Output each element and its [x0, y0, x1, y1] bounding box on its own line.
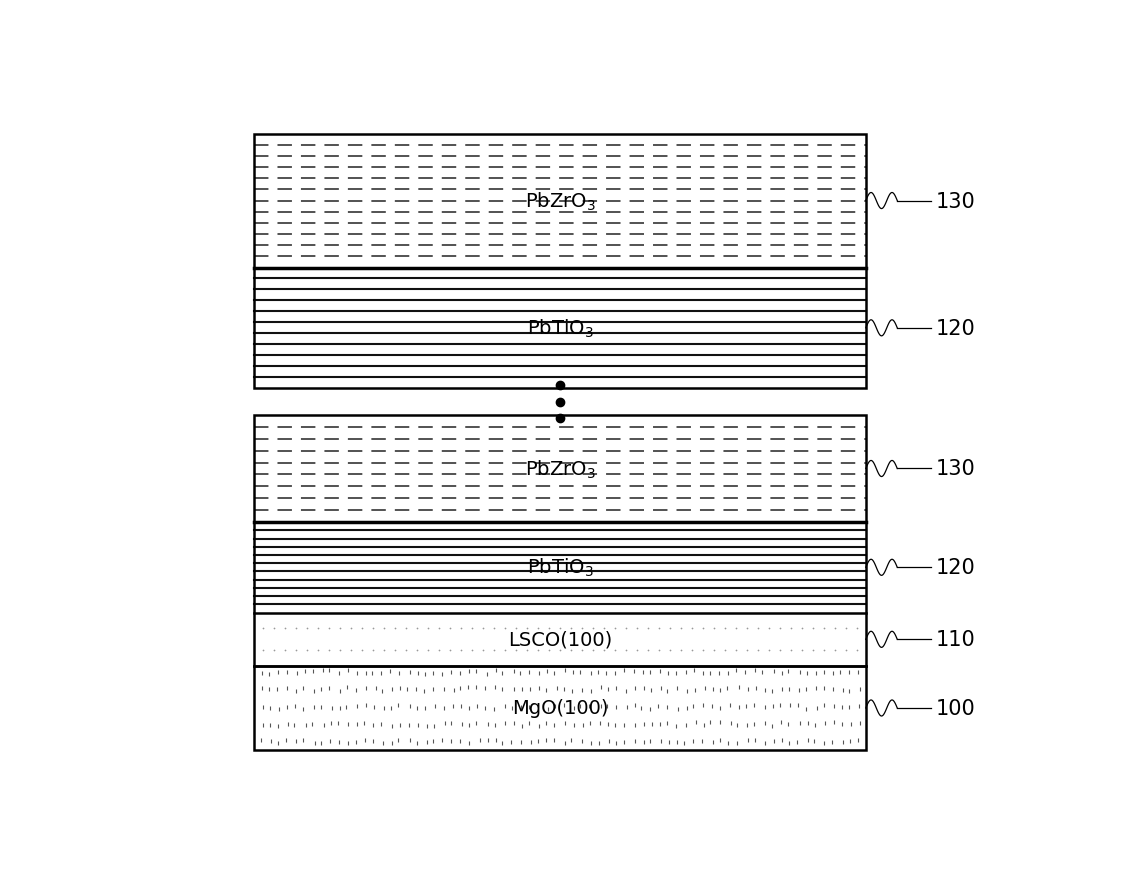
- Text: PbTiO$_3$: PbTiO$_3$: [526, 317, 594, 340]
- Text: 130: 130: [935, 191, 976, 211]
- Bar: [255, 667, 866, 750]
- Bar: [255, 522, 866, 613]
- Text: 110: 110: [935, 630, 976, 649]
- Bar: [255, 269, 866, 388]
- Bar: [255, 135, 866, 269]
- Text: LSCO(100): LSCO(100): [508, 630, 612, 649]
- Text: 100: 100: [935, 698, 976, 718]
- Text: 120: 120: [935, 558, 976, 578]
- Text: PbTiO$_3$: PbTiO$_3$: [526, 556, 594, 579]
- Bar: [255, 415, 866, 750]
- Text: PbZrO$_3$: PbZrO$_3$: [525, 190, 595, 212]
- Text: 120: 120: [935, 318, 976, 338]
- Text: 130: 130: [935, 459, 976, 479]
- Bar: [255, 613, 866, 667]
- Text: MgO(100): MgO(100): [512, 699, 609, 718]
- Bar: [255, 415, 866, 522]
- Text: PbZrO$_3$: PbZrO$_3$: [525, 458, 595, 480]
- Bar: [255, 135, 866, 388]
